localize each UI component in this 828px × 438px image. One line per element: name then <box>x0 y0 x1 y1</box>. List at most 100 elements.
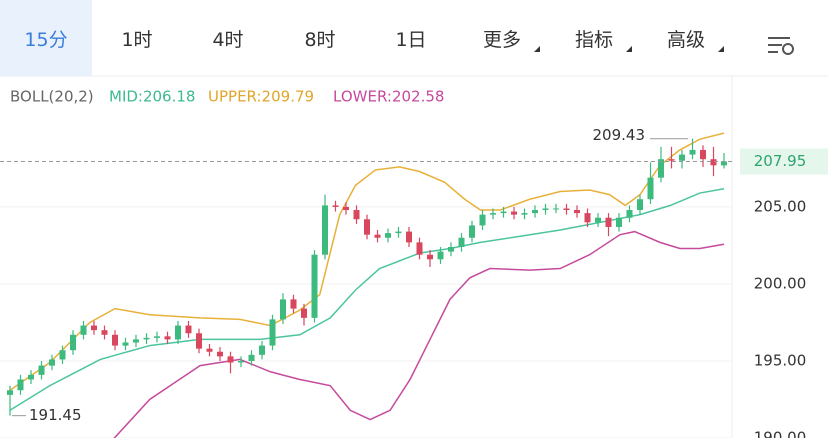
tab[interactable]: 8时 <box>274 0 366 76</box>
boll-line <box>9 188 725 411</box>
candle-body <box>679 154 685 161</box>
candle-body <box>185 325 192 334</box>
candle-body <box>563 208 570 211</box>
icon-gear <box>782 43 794 55</box>
candle-body <box>311 254 318 318</box>
candle-body <box>91 325 97 331</box>
candle-body <box>616 217 622 227</box>
indicator-legend: BOLL(20,2) MID:206.18 UPPER:209.79 LOWER… <box>10 88 444 106</box>
current-price-box <box>740 148 828 175</box>
candle-body <box>626 210 633 218</box>
candle-body <box>17 379 24 391</box>
boll-line <box>113 230 725 438</box>
candle-body <box>59 350 66 360</box>
candle-body <box>532 210 538 214</box>
tab[interactable]: 15分 <box>0 0 92 76</box>
candle-body <box>574 210 580 214</box>
candle-body <box>700 149 706 160</box>
tab[interactable]: 1日 <box>366 0 456 76</box>
candle-body <box>133 339 139 343</box>
y-tick-label: 195.00 <box>754 351 807 369</box>
candle-body <box>175 325 181 340</box>
candle-body <box>500 211 507 214</box>
tab-label: 指标 <box>574 28 613 51</box>
candle-body <box>248 354 255 361</box>
candle-body <box>658 159 664 178</box>
tab[interactable]: 高级 <box>640 0 732 76</box>
indicator-name: BOLL(20,2) <box>10 88 94 106</box>
candle-body <box>217 351 223 357</box>
candle-body <box>542 208 549 211</box>
candle-body <box>479 214 486 226</box>
tab-label: 4时 <box>212 28 244 51</box>
candle-body <box>647 177 654 200</box>
candle-body <box>143 337 150 340</box>
candle-body <box>637 199 643 211</box>
candle-body <box>332 205 339 207</box>
candle-body <box>668 159 675 161</box>
tab[interactable]: 4时 <box>182 0 274 76</box>
y-tick-label: 200.00 <box>754 274 807 292</box>
candle-body <box>238 360 244 363</box>
tab-label: 15分 <box>24 28 68 51</box>
candle-body <box>49 359 55 366</box>
candle-body <box>269 319 276 346</box>
candle-body <box>689 149 696 155</box>
y-tick-label: 190.00 <box>754 429 807 438</box>
overlay: 207.95 209.43 191.45 <box>0 126 828 424</box>
candle-body <box>196 333 202 349</box>
candle-body <box>290 299 297 309</box>
y-tick-label: 205.00 <box>754 197 807 215</box>
candle-body <box>164 336 171 340</box>
candle-body <box>259 345 265 355</box>
candle-body <box>353 210 360 220</box>
tab[interactable]: 更多 <box>456 0 548 76</box>
candle-body <box>322 205 328 255</box>
candle-body <box>7 390 13 395</box>
candle-body <box>301 308 307 318</box>
tab[interactable]: 指标 <box>548 0 640 76</box>
candle-body <box>595 217 601 223</box>
candle-body <box>206 348 213 352</box>
candle-body <box>721 161 727 166</box>
candle-body <box>490 213 496 215</box>
candle-body <box>469 225 475 238</box>
grid: 205.00 200.00 195.00 190.00 <box>0 197 806 438</box>
candle-body <box>416 242 423 255</box>
tab[interactable]: 1时 <box>92 0 182 76</box>
candle-body <box>406 231 412 243</box>
settings-icon[interactable] <box>768 37 794 55</box>
tab-label: 更多 <box>482 28 521 51</box>
candle-body <box>374 234 381 238</box>
candle-body <box>38 365 45 375</box>
candle-body <box>458 237 465 247</box>
candle-body <box>227 356 234 363</box>
dropdown-arrow <box>626 46 632 52</box>
tab-label: 1时 <box>121 28 153 51</box>
boll-line <box>9 132 725 391</box>
candle-body <box>364 219 370 235</box>
candle-body <box>122 342 129 346</box>
candle-body <box>112 334 118 346</box>
candle-body <box>521 213 528 215</box>
tab-bar: 15分 1时 4时 8时 1日 更多 指标 高级 <box>0 0 828 76</box>
dropdown-arrow <box>534 46 540 52</box>
candle-body <box>437 251 444 260</box>
candle-body <box>395 231 402 234</box>
indicator-lower: LOWER:202.58 <box>333 88 444 106</box>
candle-body <box>710 159 717 166</box>
tab-label: 8时 <box>304 28 336 51</box>
candle-body <box>280 299 286 320</box>
candle-body <box>80 325 87 335</box>
tab-label: 1日 <box>395 28 427 51</box>
candle-body <box>511 211 517 215</box>
candle-body <box>101 330 108 335</box>
candle-body <box>28 374 34 380</box>
dropdown-arrow <box>718 46 724 52</box>
candle-body <box>448 246 454 252</box>
candle-body <box>343 206 349 211</box>
indicator-mid: MID:206.18 <box>109 88 195 106</box>
candle-body <box>605 217 612 227</box>
